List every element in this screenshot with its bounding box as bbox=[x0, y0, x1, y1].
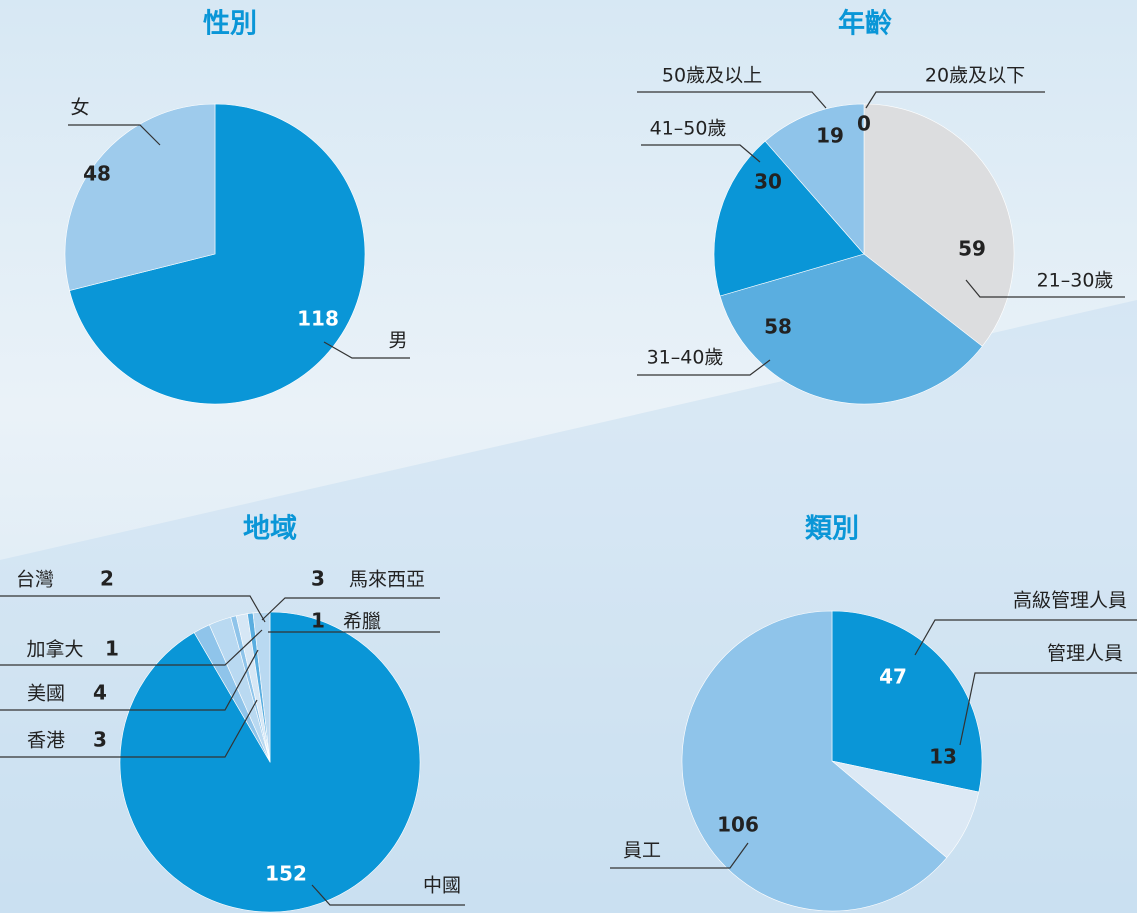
slice-label: 21–30歲 bbox=[1037, 270, 1114, 292]
slice-label: 馬來西亞 bbox=[349, 569, 425, 591]
slice-label: 50歲及以上 bbox=[662, 65, 762, 87]
chart-title: 地域 bbox=[243, 514, 297, 545]
value-label: 1 bbox=[311, 609, 325, 633]
slice-label: 加拿大 bbox=[26, 638, 83, 661]
page: 性別男 118 女 48 年齡 20歲及以下 0 21–30歲 59 31–40歲 58 41–50歲… bbox=[0, 0, 1137, 913]
value-label: 0 bbox=[857, 112, 871, 136]
value-label: 1 bbox=[105, 637, 119, 661]
value-label: 48 bbox=[83, 162, 111, 186]
slice-label: 高級管理人員 bbox=[1013, 590, 1127, 612]
slice-label: 男 bbox=[388, 330, 407, 352]
chart-title: 性別 bbox=[203, 9, 257, 40]
value-label: 47 bbox=[879, 665, 907, 689]
value-label: 152 bbox=[265, 862, 307, 886]
value-label: 106 bbox=[717, 813, 759, 837]
value-label: 13 bbox=[929, 745, 957, 769]
value-label: 3 bbox=[93, 728, 107, 752]
slice-label: 20歲及以下 bbox=[925, 65, 1025, 87]
slice-label: 員工 bbox=[623, 840, 661, 862]
chart-title: 類別 bbox=[805, 514, 859, 545]
slice-label: 美國 bbox=[27, 683, 65, 705]
value-label: 19 bbox=[816, 124, 844, 148]
slice-label: 31–40歲 bbox=[647, 347, 724, 369]
value-label: 4 bbox=[93, 681, 107, 705]
slice-label: 香港 bbox=[27, 730, 65, 752]
slice-label: 台灣 bbox=[16, 569, 54, 591]
value-label: 30 bbox=[754, 170, 782, 194]
value-label: 3 bbox=[311, 567, 325, 591]
slice-label: 中國 bbox=[423, 875, 461, 897]
value-label: 59 bbox=[958, 237, 986, 261]
value-label: 2 bbox=[100, 567, 114, 591]
chart-title: 年齡 bbox=[838, 8, 892, 40]
value-label: 118 bbox=[297, 307, 339, 331]
slice-label: 女 bbox=[70, 97, 89, 119]
slice-label: 41–50歲 bbox=[650, 118, 727, 140]
value-label: 58 bbox=[764, 315, 792, 339]
slice-label: 管理人員 bbox=[1047, 643, 1123, 665]
slice-label: 希臘 bbox=[343, 611, 381, 633]
